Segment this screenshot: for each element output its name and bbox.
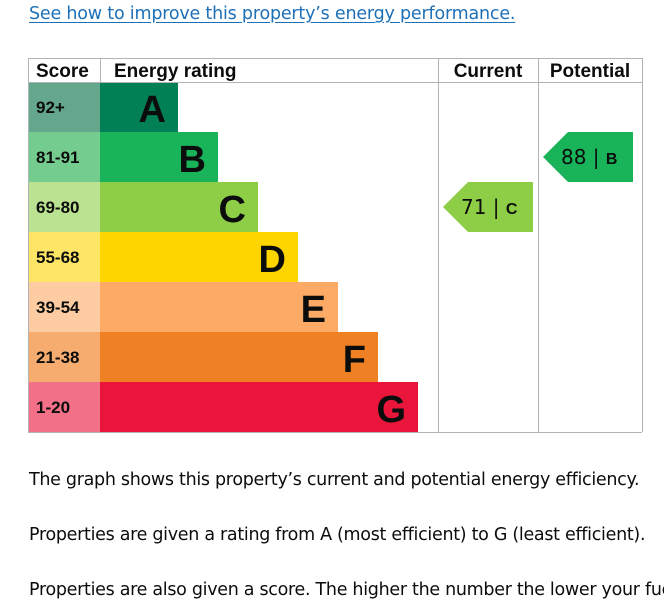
rating-letter-g: G — [376, 389, 406, 431]
header-energy-rating: Energy rating — [114, 61, 236, 82]
energy-rating-chart: Score Energy rating Current Potential 92+ A 81… — [28, 58, 643, 433]
rating-bar-a — [100, 82, 178, 132]
current-rating-label: 71 | C — [461, 195, 518, 219]
header-score: Score — [36, 61, 89, 82]
rating-letter-a: A — [139, 89, 166, 131]
score-label-c: 69-80 — [36, 198, 79, 217]
rating-letter-e: E — [301, 289, 326, 331]
score-cell-b — [28, 132, 100, 182]
potential-rating-score-value: 88 | — [561, 145, 606, 169]
potential-rating-rating-letter: B — [606, 151, 618, 168]
rating-bar-f — [100, 332, 378, 382]
current-rating-score-value: 71 | — [461, 195, 506, 219]
rating-bar-b — [100, 132, 218, 182]
score-label-d: 55-68 — [36, 248, 79, 267]
score-label-a: 92+ — [36, 98, 65, 117]
score-cell-e — [28, 282, 100, 332]
score-description: Properties are also given a score. The h… — [29, 580, 664, 600]
score-label-b: 81-91 — [36, 148, 79, 167]
current-rating-arrow — [443, 182, 533, 232]
score-cell-f — [28, 332, 100, 382]
rating-description: Properties are given a rating from A (mo… — [29, 525, 646, 545]
potential-rating-arrow — [543, 132, 633, 182]
score-cell-c — [28, 182, 100, 232]
graph-description: The graph shows this property’s current … — [29, 470, 640, 490]
score-cell-d — [28, 232, 100, 282]
score-label-e: 39-54 — [36, 298, 80, 317]
improve-energy-performance-link[interactable]: See how to improve this property’s energ… — [29, 4, 516, 24]
header-potential: Potential — [550, 61, 630, 82]
score-cell-a — [28, 82, 100, 132]
header-current: Current — [454, 61, 523, 82]
potential-rating-label: 88 | B — [561, 145, 617, 169]
rating-bar-g — [100, 382, 418, 432]
rating-letter-b: B — [179, 139, 206, 181]
score-label-g: 1-20 — [36, 398, 70, 417]
rating-letter-f: F — [343, 339, 366, 381]
rating-letter-d: D — [259, 239, 286, 281]
rating-bar-c — [100, 182, 258, 232]
current-rating-rating-letter: C — [506, 201, 518, 218]
score-cell-g — [28, 382, 100, 432]
rating-bar-e — [100, 282, 338, 332]
score-label-f: 21-38 — [36, 348, 79, 367]
rating-letter-c: C — [219, 189, 246, 231]
rating-bar-d — [100, 232, 298, 282]
